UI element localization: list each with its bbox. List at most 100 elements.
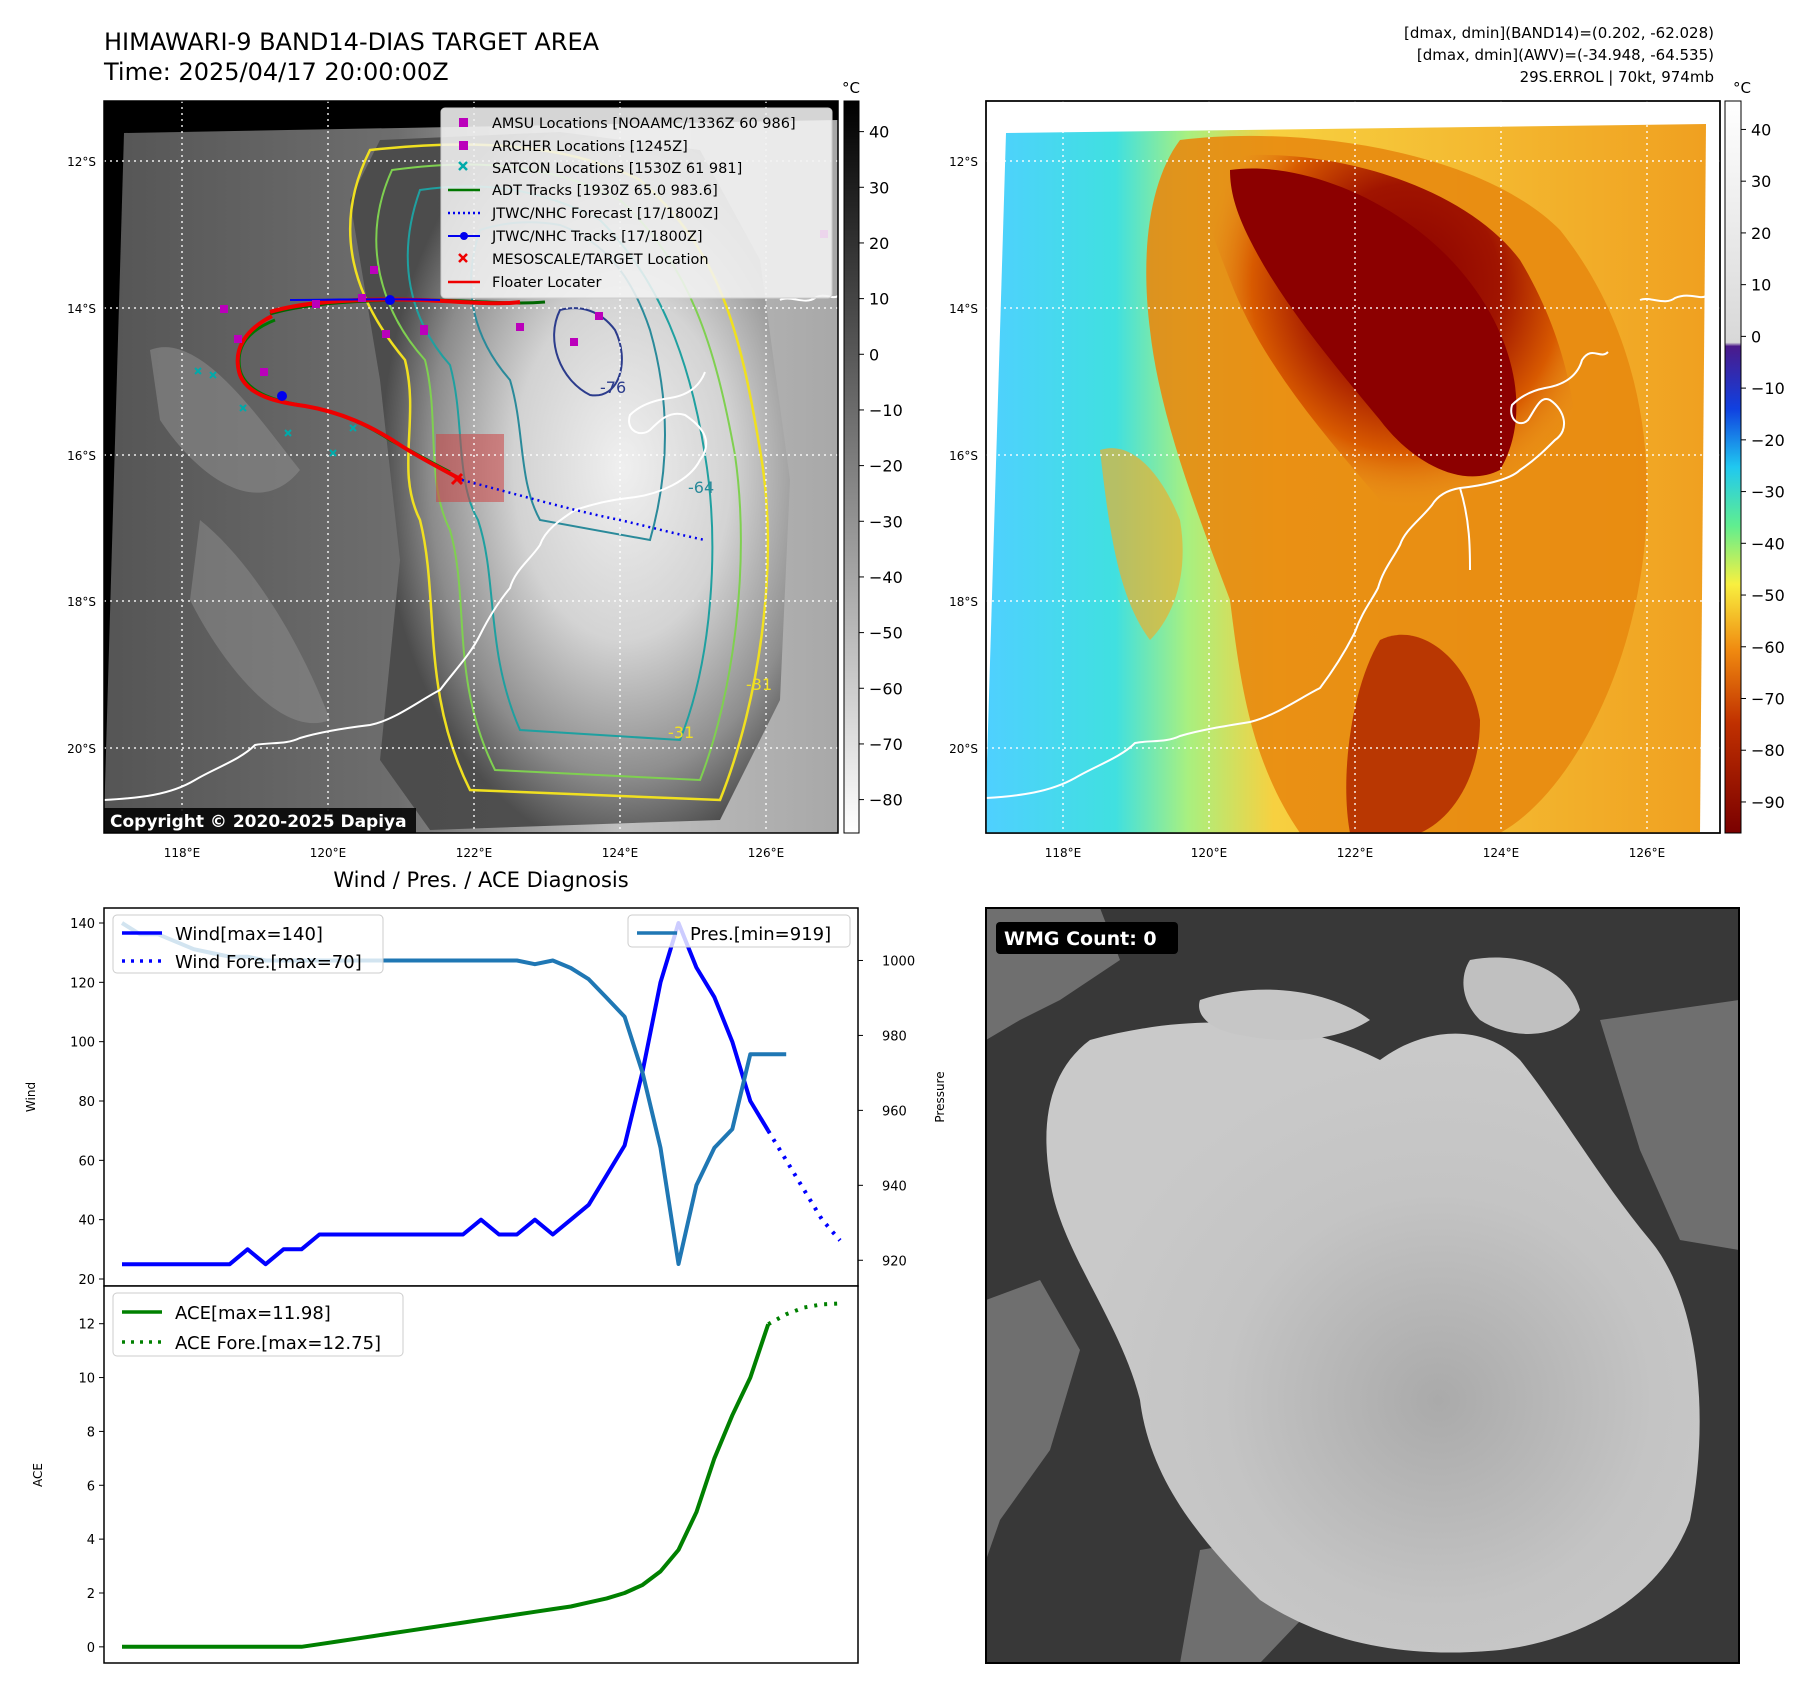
right-colorbar-tick-label: −30 xyxy=(1751,483,1785,502)
legend-adt: ADT Tracks [1930Z 65.0 983.6] xyxy=(492,183,718,199)
pressure-axis-tick-label: 1000 xyxy=(882,954,915,969)
left-colorbar-tick-label: 30 xyxy=(869,178,889,197)
copyright-label: Copyright © 2020-2025 Dapiya xyxy=(110,812,407,832)
legend-archer: ARCHER Locations [1245Z] xyxy=(492,139,688,155)
left-colorbar-tick-label: 20 xyxy=(869,234,889,253)
contour-label-1: -76 xyxy=(600,378,626,397)
lon-label-124e: 124°E xyxy=(602,846,639,860)
info-awv: [dmax, dmin](AWV)=(-34.948, -64.535) xyxy=(1417,46,1714,64)
ace-axis-tick-label: 0 xyxy=(87,1641,95,1656)
wind-axis-tick-label: 140 xyxy=(70,917,95,932)
right-colorbar-tick-label: 10 xyxy=(1751,276,1771,295)
wind-axis-tick-label: 100 xyxy=(70,1036,95,1051)
rlat-label-16s: 16°S xyxy=(949,449,978,463)
figure-time: Time: 2025/04/17 20:00:00Z xyxy=(103,58,449,86)
right-colorbar-unit: °C xyxy=(1733,79,1751,97)
ace-axis-tick-label: 12 xyxy=(78,1318,95,1333)
lat-label-12s: 12°S xyxy=(67,155,96,169)
rlon-label-126e: 126°E xyxy=(1629,846,1666,860)
left-colorbar-tick-label: 10 xyxy=(869,290,889,309)
color-ir-map-panel xyxy=(985,100,1721,834)
pressure-axis-tick-label: 960 xyxy=(882,1104,907,1119)
pressure-legend: Pres.[min=919] xyxy=(627,914,851,948)
lat-label-14s: 14°S xyxy=(67,302,96,316)
map-legend: AMSU Locations [NOAAMC/1336Z 60 986] ARC… xyxy=(440,107,833,299)
diagnosis-title: Wind / Pres. / ACE Diagnosis xyxy=(333,868,628,892)
right-colorbar-tick-label: 30 xyxy=(1751,172,1771,191)
ace-axis-tick-label: 6 xyxy=(87,1479,95,1494)
left-colorbar: °C 40 30 20 10 0 −10 −20 −30 −40 −50 −60 −70 −80 xyxy=(842,79,903,834)
wind-axis-tick-label: 40 xyxy=(78,1214,95,1229)
rlon-label-120e: 120°E xyxy=(1191,846,1228,860)
rlon-label-118e: 118°E xyxy=(1045,846,1082,860)
right-map-lon-labels: 118°E 120°E 122°E 124°E 126°E xyxy=(1045,846,1666,860)
pressure-axis-tick-label: 920 xyxy=(882,1254,907,1269)
left-colorbar-unit: °C xyxy=(842,79,860,97)
lat-label-16s: 16°S xyxy=(67,449,96,463)
legend-tracks: JTWC/NHC Tracks [17/1800Z] xyxy=(491,229,703,245)
right-colorbar-tick-label: −90 xyxy=(1751,793,1785,812)
rlat-label-20s: 20°S xyxy=(949,742,978,756)
legend-target-x-icon xyxy=(458,253,468,263)
rlon-label-124e: 124°E xyxy=(1483,846,1520,860)
rlon-label-122e: 122°E xyxy=(1337,846,1374,860)
ace-legend-label: ACE[max=11.98] xyxy=(175,1303,331,1324)
ace-axis-tick-label: 4 xyxy=(87,1533,95,1548)
legend-floater: Floater Locater xyxy=(492,275,601,291)
wind-series-0 xyxy=(122,921,770,1267)
legend-satcon: SATCON Locations [1530Z 61 981] xyxy=(492,161,742,177)
wind-axis-tick-label: 20 xyxy=(78,1273,95,1288)
left-colorbar-tick-label: −30 xyxy=(869,512,903,531)
right-colorbar-tick-label: −80 xyxy=(1751,741,1785,760)
info-storm: 29S.ERROL | 70kt, 974mb xyxy=(1520,68,1714,86)
ace-axis-tick-label: 8 xyxy=(87,1425,95,1440)
right-colorbar-tick-label: 20 xyxy=(1751,224,1771,243)
lon-label-126e: 126°E xyxy=(748,846,785,860)
pres-legend-label: Pres.[min=919] xyxy=(690,924,831,945)
wind-legend: Wind[max=140] Wind Fore.[max=70] xyxy=(112,914,384,974)
ace-series-0 xyxy=(122,1323,771,1649)
wind-axis-tick-label: 120 xyxy=(70,976,95,991)
legend-archer-square-icon xyxy=(459,141,468,150)
right-colorbar-tick-label: 40 xyxy=(1751,120,1771,139)
right-colorbar-tick-label: −70 xyxy=(1751,689,1785,708)
pressure-ylabel: Pressure xyxy=(933,1071,947,1122)
left-colorbar-tick-label: −10 xyxy=(869,401,903,420)
lon-label-118e: 118°E xyxy=(164,846,201,860)
rlat-label-14s: 14°S xyxy=(949,302,978,316)
left-map-lon-labels: 118°E 120°E 122°E 124°E 126°E xyxy=(164,846,785,860)
lat-label-20s: 20°S xyxy=(67,742,96,756)
contour-label-3: -31 xyxy=(746,675,772,694)
ace-chart: 0 2 4 6 8 10 12 ACE ACE[max=11.98] ACE Fore.[m… xyxy=(31,1285,859,1664)
ace-axis-tick-label: 2 xyxy=(87,1587,95,1602)
contour-label-2: -64 xyxy=(688,478,714,497)
right-colorbar-tick-label: −50 xyxy=(1751,586,1785,605)
left-colorbar-tick-label: −80 xyxy=(869,791,903,810)
wind-legend-label: Wind[max=140] xyxy=(175,924,323,945)
right-colorbar-tick-label: −20 xyxy=(1751,431,1785,450)
wmg-panel: WMG Count: 0 xyxy=(985,907,1740,1664)
left-colorbar-tick-label: −50 xyxy=(869,624,903,643)
ace-axis-tick-label: 10 xyxy=(78,1372,95,1387)
wind-fore-legend-label: Wind Fore.[max=70] xyxy=(175,952,362,973)
left-colorbar-tick-label: 40 xyxy=(869,123,889,142)
rlat-label-12s: 12°S xyxy=(949,155,978,169)
ace-ylabel: ACE xyxy=(31,1463,45,1487)
lon-label-120e: 120°E xyxy=(310,846,347,860)
right-colorbar-tick-label: 0 xyxy=(1751,327,1761,346)
contour-label-4: -31 xyxy=(668,723,694,742)
info-band14: [dmax, dmin](BAND14)=(0.202, -62.028) xyxy=(1404,24,1714,42)
left-colorbar-tick-label: −70 xyxy=(869,735,903,754)
legend-forecast: JTWC/NHC Forecast [17/1800Z] xyxy=(491,206,718,222)
right-map-lat-labels: 12°S 14°S 16°S 18°S 20°S xyxy=(949,155,978,756)
wind-axis-tick-label: 60 xyxy=(78,1154,95,1169)
left-map-lat-labels: 12°S 14°S 16°S 18°S 20°S xyxy=(67,155,96,756)
right-colorbar-tick-label: −10 xyxy=(1751,379,1785,398)
lon-label-122e: 122°E xyxy=(456,846,493,860)
left-colorbar-tick-label: −60 xyxy=(869,679,903,698)
right-colorbar-tick-label: −60 xyxy=(1751,638,1785,657)
pressure-axis-tick-label: 980 xyxy=(882,1029,907,1044)
right-colorbar-tick-label: −40 xyxy=(1751,534,1785,553)
wind-ylabel: Wind xyxy=(24,1082,38,1112)
